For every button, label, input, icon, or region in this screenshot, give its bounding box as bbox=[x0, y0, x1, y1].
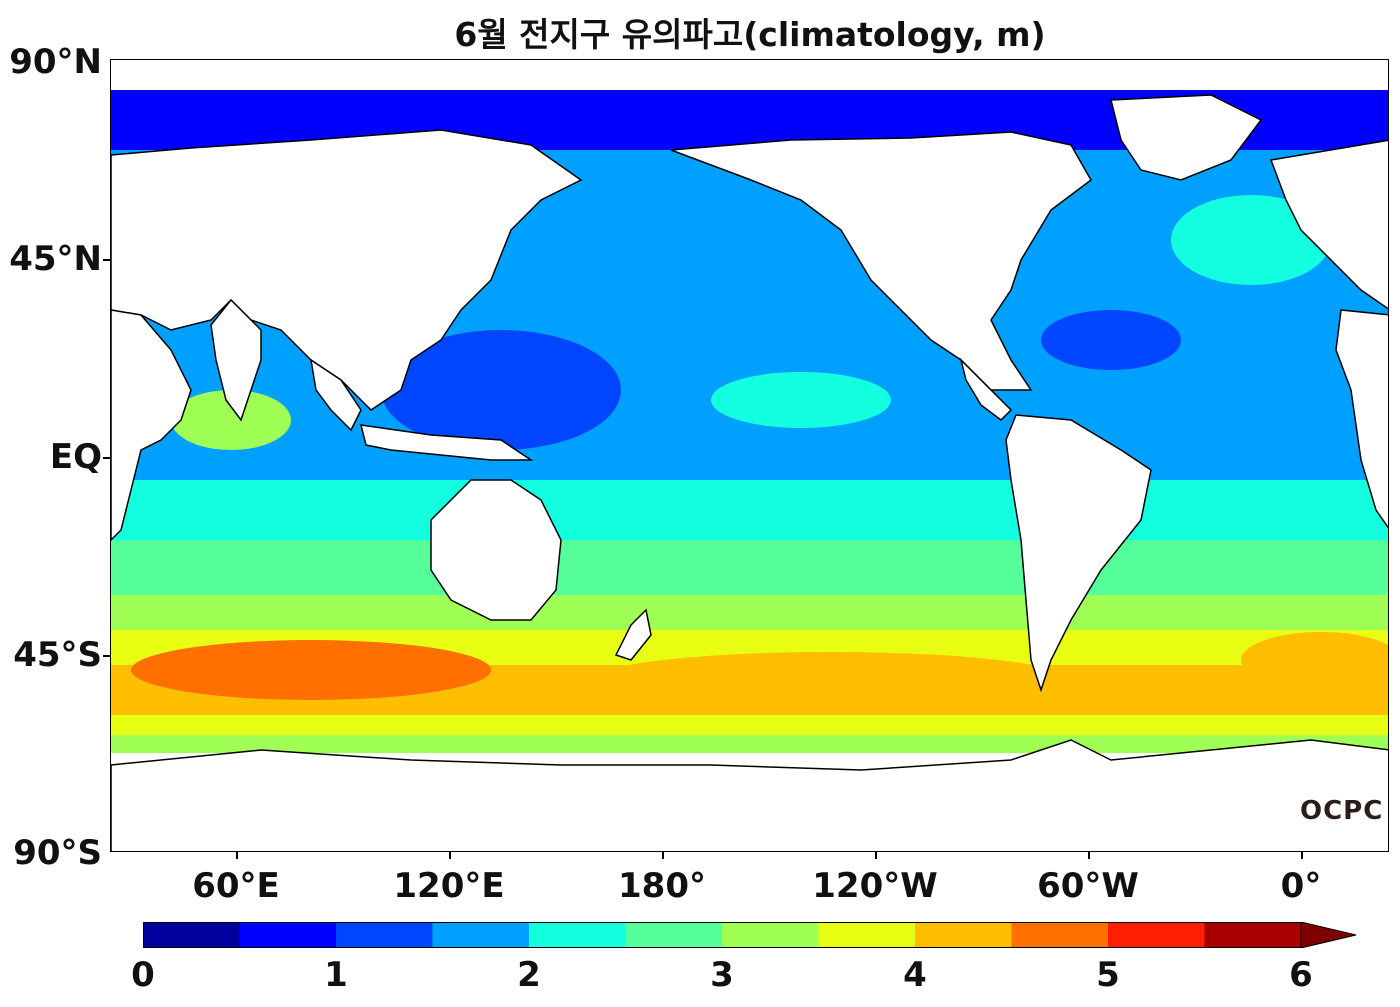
band-subtropics bbox=[111, 540, 1388, 595]
lon-label-60e: 60°E bbox=[192, 866, 280, 906]
land-masses bbox=[111, 94, 1388, 851]
lon-tick bbox=[1088, 852, 1090, 859]
colorbar-segment bbox=[529, 922, 626, 948]
colorbar-segment bbox=[432, 922, 530, 948]
band-mid-south bbox=[111, 595, 1388, 630]
land-india bbox=[210, 298, 262, 422]
colorbar-label-4: 4 bbox=[903, 955, 927, 995]
lat-label-90s: 90°S bbox=[13, 833, 102, 873]
zone-arabian bbox=[171, 390, 291, 450]
zone-gulf bbox=[1041, 310, 1181, 370]
map-title: 6월 전지구 유의파고(climatology, m) bbox=[454, 15, 1046, 54]
colorbar-segment bbox=[915, 922, 1012, 948]
lon-tick bbox=[662, 852, 664, 859]
colorbar-label-6: 6 bbox=[1289, 955, 1313, 995]
land-central-america bbox=[959, 357, 1013, 421]
colorbar-segment bbox=[1108, 922, 1205, 948]
lon-tick bbox=[236, 852, 238, 859]
colorbar-outline bbox=[143, 922, 1302, 948]
lon-tick bbox=[875, 852, 877, 859]
colorbar-extend-arrow bbox=[1300, 922, 1357, 948]
wave-height-map bbox=[110, 59, 1389, 852]
lat-label-45s: 45°S bbox=[13, 635, 102, 675]
lat-label-eq: EQ bbox=[49, 437, 102, 477]
colorbar-segment bbox=[1011, 922, 1109, 948]
lon-label-0: 0° bbox=[1280, 866, 1322, 906]
zone-n-atlantic bbox=[1171, 195, 1331, 285]
lat-tick bbox=[103, 259, 110, 261]
land-africa bbox=[111, 309, 192, 542]
colorbar-segment bbox=[722, 922, 819, 948]
arctic-no-data bbox=[111, 60, 1388, 90]
colorbar-segment bbox=[625, 922, 723, 948]
colorbar-segment bbox=[818, 922, 916, 948]
zone-indian-max bbox=[131, 640, 491, 700]
zone-w-pacific bbox=[381, 330, 621, 450]
land-south-america bbox=[1005, 414, 1152, 693]
colorbar-segment bbox=[336, 922, 433, 948]
lon-tick bbox=[1301, 852, 1303, 859]
lat-label-90n: 90°N bbox=[9, 42, 102, 82]
lon-label-120w: 120°W bbox=[812, 866, 938, 906]
zone-atlantic-south bbox=[1241, 632, 1388, 688]
land-antarctica bbox=[111, 739, 1388, 851]
lon-label-120e: 120°E bbox=[393, 866, 505, 906]
colorbar-segment bbox=[1204, 922, 1302, 948]
land-australia bbox=[430, 479, 562, 621]
land-asia bbox=[111, 129, 583, 411]
zone-pacific-south bbox=[591, 652, 1071, 708]
band-south-3 bbox=[111, 735, 1388, 753]
wave-height-field bbox=[111, 90, 1388, 753]
map-canvas bbox=[111, 60, 1388, 851]
land-indonesia bbox=[360, 424, 534, 461]
land-europe bbox=[1269, 139, 1388, 310]
band-south-tropics bbox=[111, 480, 1388, 540]
colorbar-segment bbox=[239, 922, 337, 948]
lon-tick bbox=[449, 852, 451, 859]
land-west-africa bbox=[1335, 309, 1388, 529]
colorbar-label-0: 0 bbox=[131, 955, 155, 995]
colorbar-label-5: 5 bbox=[1096, 955, 1120, 995]
land-newzealand bbox=[614, 608, 652, 661]
colorbar bbox=[143, 922, 1357, 948]
land-greenland bbox=[1110, 94, 1263, 181]
land-indochina bbox=[309, 358, 362, 432]
zone-pacific-trade bbox=[711, 372, 891, 428]
ocpc-logo: OCPC bbox=[1300, 796, 1384, 826]
lon-label-60w: 60°W bbox=[1037, 866, 1139, 906]
band-south-2 bbox=[111, 715, 1388, 735]
lat-label-45n: 45°N bbox=[9, 239, 102, 279]
lat-tick bbox=[103, 655, 110, 657]
lat-tick bbox=[103, 457, 110, 459]
colorbar-label-2: 2 bbox=[517, 955, 541, 995]
colorbar-label-3: 3 bbox=[710, 955, 734, 995]
colorbar-label-1: 1 bbox=[324, 955, 348, 995]
colorbar-segment bbox=[143, 922, 240, 948]
land-north-america bbox=[670, 131, 1092, 391]
lon-label-180: 180° bbox=[618, 866, 706, 906]
